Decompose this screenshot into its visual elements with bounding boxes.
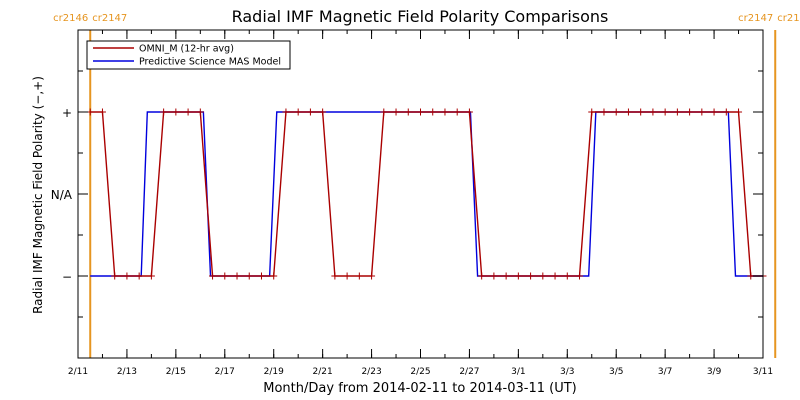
rotation-lines: cr2146 cr2147 cr2147 cr2148 xyxy=(53,13,800,358)
data-point xyxy=(331,272,339,280)
data-point xyxy=(392,108,400,116)
data-point xyxy=(147,272,155,280)
x-tick-label: 3/5 xyxy=(609,367,623,377)
data-point xyxy=(478,272,486,280)
legend-box xyxy=(86,40,291,70)
data-point xyxy=(624,108,632,116)
series-0 xyxy=(86,108,767,280)
data-point xyxy=(257,272,265,280)
data-point xyxy=(429,108,437,116)
data-point xyxy=(539,272,547,280)
data-point xyxy=(649,108,657,116)
data-point xyxy=(563,272,571,280)
rotation-label-right: cr2147 xyxy=(92,13,127,24)
y-tick-label: − xyxy=(62,270,72,284)
data-point xyxy=(160,108,168,116)
data-point xyxy=(735,108,743,116)
data-point xyxy=(453,108,461,116)
x-tick-label: 2/19 xyxy=(264,367,284,377)
x-tick-label: 3/9 xyxy=(707,367,722,377)
series-line xyxy=(90,111,763,277)
x-tick-label: 3/7 xyxy=(658,367,672,377)
data-point xyxy=(233,272,241,280)
data-point xyxy=(490,272,498,280)
legend: OMNI_M (12-hr avg) Predictive Science MA… xyxy=(86,40,291,70)
x-axis: 2/11 2/13 2/15 2/17 2/19 2/21 2/23 2/25 2/27 3/1 3… xyxy=(68,30,773,377)
data-point xyxy=(368,272,376,280)
data-point xyxy=(404,108,412,116)
x-tick-label: 3/3 xyxy=(560,367,574,377)
data-point xyxy=(380,108,388,116)
data-point xyxy=(306,108,314,116)
y-axis: + N/A − xyxy=(51,70,763,318)
data-point xyxy=(441,108,449,116)
data-point xyxy=(600,108,608,116)
x-tick-label: 2/27 xyxy=(459,367,479,377)
data-point xyxy=(576,272,584,280)
data-point xyxy=(270,272,278,280)
data-point xyxy=(417,108,424,116)
legend-label-omni: OMNI_M (12-hr avg) xyxy=(139,44,234,55)
data-point xyxy=(514,272,522,280)
data-point xyxy=(123,272,131,280)
x-tick-label: 2/17 xyxy=(215,367,235,377)
data-point xyxy=(196,108,204,116)
rotation-label-left: cr2147 xyxy=(738,13,773,24)
x-tick-label: 2/11 xyxy=(68,367,88,377)
data-point xyxy=(502,272,510,280)
data-point xyxy=(661,108,669,116)
data-point xyxy=(710,108,718,116)
data-point xyxy=(111,272,119,280)
data-point xyxy=(698,108,706,116)
series-line xyxy=(90,111,763,277)
x-tick-label: 2/21 xyxy=(313,367,333,377)
data-point xyxy=(209,272,217,280)
data-point xyxy=(588,108,596,116)
rotation-label-right: cr2148 xyxy=(777,13,800,24)
data-point xyxy=(465,108,473,116)
plot-frame xyxy=(77,29,764,359)
x-tick-label: 2/13 xyxy=(117,367,137,377)
data-point xyxy=(98,108,106,116)
data-point xyxy=(221,272,229,280)
data-point xyxy=(245,272,253,280)
data-point xyxy=(612,108,620,116)
legend-label-mas: Predictive Science MAS Model xyxy=(139,57,281,68)
data-point xyxy=(722,108,730,116)
data-point xyxy=(135,272,143,280)
x-axis-label: Month/Day from 2014-02-11 to 2014-03-11 … xyxy=(263,381,576,396)
series-layer xyxy=(86,108,767,280)
y-tick-label: + xyxy=(62,106,72,120)
data-point xyxy=(637,108,645,116)
data-point xyxy=(294,108,302,116)
x-tick-label: 2/15 xyxy=(166,367,186,377)
data-point xyxy=(673,108,681,116)
data-point xyxy=(355,272,363,280)
data-point xyxy=(319,108,327,116)
x-tick-label: 2/23 xyxy=(361,367,381,377)
data-point xyxy=(184,108,192,116)
data-point xyxy=(172,108,180,116)
data-point xyxy=(527,272,535,280)
rotation-label-left: cr2146 xyxy=(53,13,88,24)
series-1 xyxy=(90,111,763,277)
data-point xyxy=(551,272,559,280)
data-point xyxy=(686,108,694,116)
x-tick-label: 3/11 xyxy=(753,367,773,377)
x-tick-label: 2/25 xyxy=(410,367,430,377)
data-point xyxy=(343,272,351,280)
chart-title: Radial IMF Magnetic Field Polarity Compa… xyxy=(232,7,609,26)
x-tick-label: 3/1 xyxy=(511,367,525,377)
y-tick-label: N/A xyxy=(51,188,73,202)
data-point xyxy=(282,108,290,116)
y-axis-label: Radial IMF Magnetic Field Polarity (−,+) xyxy=(31,76,45,314)
